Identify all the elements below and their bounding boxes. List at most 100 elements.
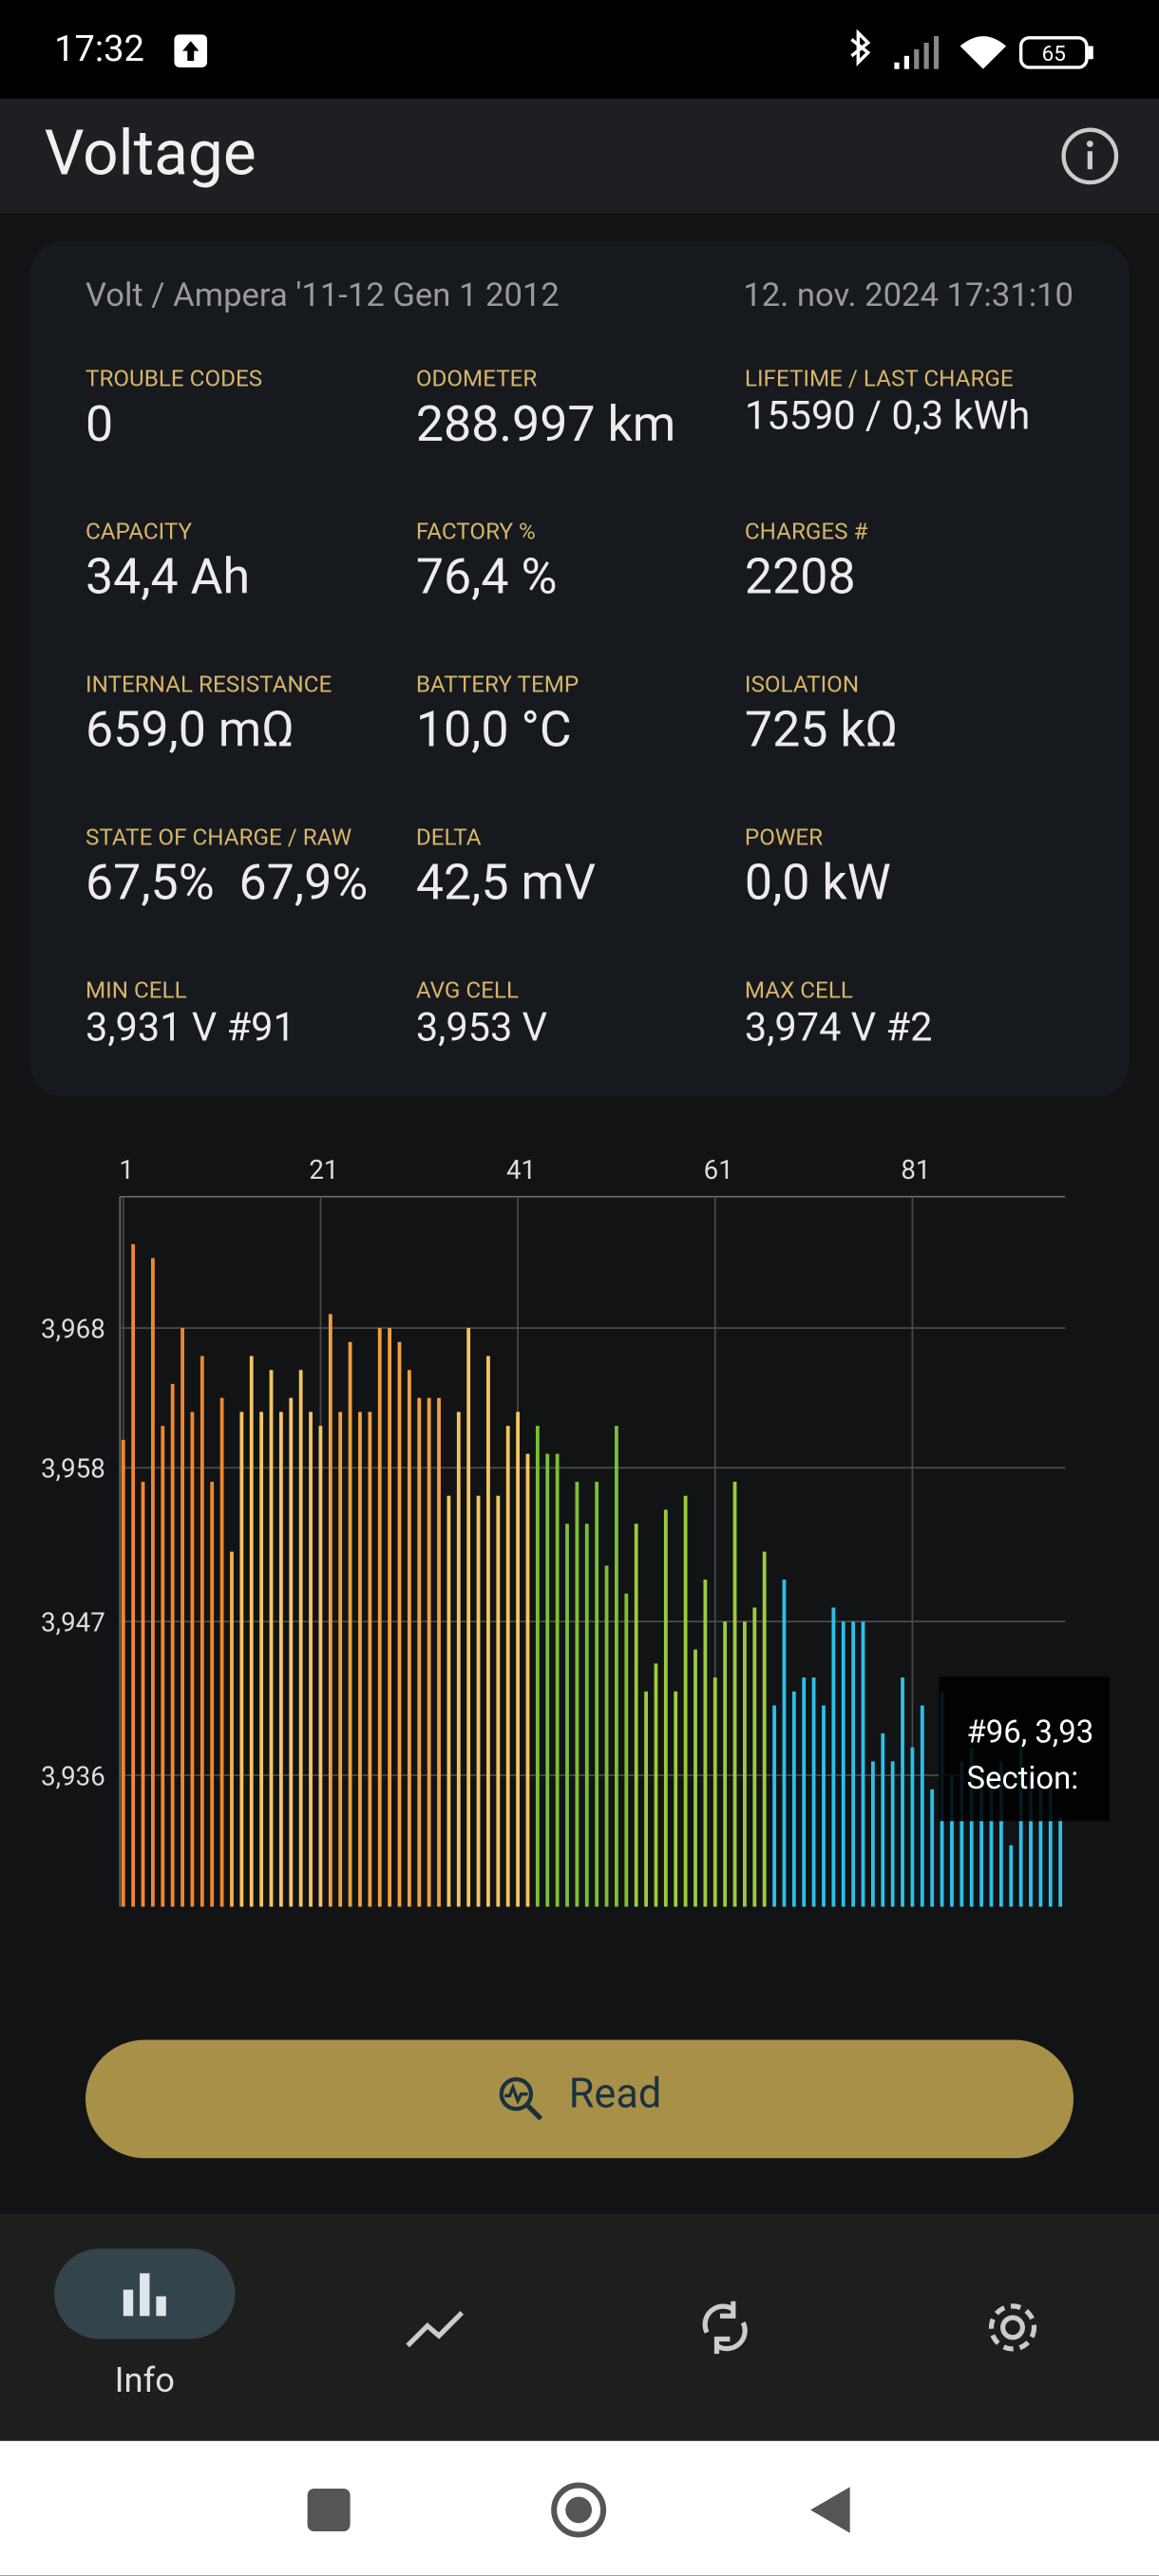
bar: [841, 1621, 846, 1907]
bar: [180, 1328, 184, 1907]
bar: [861, 1621, 865, 1907]
bar: [318, 1426, 323, 1907]
tooltip: #96, 3,93 Section:: [939, 1676, 1111, 1822]
bar: [298, 1370, 303, 1907]
bar: [604, 1565, 609, 1907]
metric-label: MAX CELL: [744, 977, 853, 1005]
bar: [249, 1355, 254, 1907]
bar: [881, 1733, 885, 1907]
settings-tab[interactable]: [981, 2297, 1044, 2359]
tooltip-line: #96, 3,93: [967, 1714, 1094, 1751]
bar: [851, 1621, 856, 1907]
x-tick-label: 1: [119, 1154, 134, 1185]
bar: [397, 1341, 402, 1907]
bar: [437, 1397, 441, 1907]
bar: [584, 1524, 589, 1907]
metric-label: CAPACITY: [85, 519, 193, 546]
bar: [476, 1495, 481, 1907]
bar: [565, 1524, 569, 1907]
bar: [427, 1397, 431, 1907]
metric-label: DELTA: [415, 824, 482, 852]
bar: [901, 1677, 904, 1907]
bar: [703, 1580, 708, 1907]
metric-label: FACTORY %: [415, 519, 536, 546]
x-tick-label: 61: [704, 1154, 733, 1185]
sync-tab[interactable]: [694, 2297, 756, 2359]
bar: [358, 1411, 362, 1907]
bar: [190, 1411, 195, 1907]
status-bar: 17:32 65: [0, 0, 1159, 99]
bar: [239, 1411, 244, 1907]
y-tick-label: 3,947: [41, 1607, 105, 1638]
bar-icon: [123, 2273, 166, 2317]
vehicle-name: Volt / Ampera '11-12 Gen 1 2012: [85, 274, 560, 314]
bar: [634, 1524, 638, 1907]
bar: [377, 1328, 382, 1907]
bar: [663, 1509, 668, 1907]
bar: [752, 1607, 757, 1907]
read-icon: [499, 2076, 543, 2121]
bar: [950, 1775, 954, 1907]
metric-value: 15590 / 0,3 kWh: [744, 392, 1031, 440]
bar: [1058, 1817, 1063, 1907]
bar: [309, 1411, 313, 1907]
bottom-nav: Info: [0, 2213, 1159, 2441]
metric-label: STATE OF CHARGE / RAW: [85, 824, 352, 852]
bar: [259, 1411, 264, 1907]
y-tick-label: 3,968: [41, 1314, 105, 1345]
bar: [289, 1397, 294, 1907]
bar: [278, 1411, 283, 1907]
bar: [743, 1621, 747, 1907]
timestamp: 12. nov. 2024 17:31:10: [743, 274, 1074, 314]
bar: [791, 1691, 796, 1907]
metric-value: 2208: [744, 548, 856, 607]
metric-value: 3,974 V #2: [744, 1004, 933, 1051]
bar: [802, 1677, 807, 1907]
bar: [930, 1789, 935, 1907]
bar: [683, 1495, 688, 1907]
status-icons: 65: [850, 29, 1093, 69]
metric-label: INTERNAL RESISTANCE: [85, 672, 332, 699]
bar: [989, 1775, 994, 1907]
metric-label: CHARGES #: [744, 519, 868, 546]
metric-label: LIFETIME / LAST CHARGE: [744, 366, 1014, 393]
bar: [644, 1691, 648, 1907]
clock: 17:32: [54, 29, 144, 71]
bar: [496, 1495, 501, 1907]
bar: [121, 1439, 125, 1907]
bar: [417, 1397, 422, 1907]
bar: [328, 1314, 332, 1907]
bar: [998, 1761, 1003, 1907]
bar: [694, 1649, 697, 1907]
y-tick-label: 3,936: [41, 1760, 105, 1791]
tooltip-line: Section:: [967, 1761, 1079, 1797]
system-nav: [0, 2440, 1159, 2576]
upload-icon: [174, 34, 208, 67]
bar: [230, 1551, 234, 1907]
bar: [811, 1677, 816, 1907]
bar: [920, 1705, 924, 1907]
metric-value: 67,5% 67,9%: [85, 854, 369, 913]
read-button[interactable]: Read: [85, 2039, 1074, 2159]
bar: [150, 1258, 155, 1907]
info-button[interactable]: [1060, 126, 1119, 185]
battery-level: 65: [1042, 42, 1066, 66]
bar: [762, 1551, 767, 1907]
bar: [575, 1482, 580, 1907]
bar: [822, 1705, 826, 1907]
bar: [407, 1370, 411, 1907]
bar: [960, 1761, 964, 1907]
bar: [368, 1411, 372, 1907]
bar: [723, 1621, 728, 1907]
trend-tab[interactable]: [403, 2300, 468, 2358]
metric-value: 10,0 °C: [415, 701, 572, 760]
info-tab[interactable]: [54, 2248, 236, 2339]
bar: [269, 1370, 274, 1907]
bar: [348, 1341, 352, 1907]
bar: [486, 1355, 490, 1907]
bar: [219, 1397, 224, 1907]
metric-value: 42,5 mV: [415, 854, 597, 913]
bar: [388, 1328, 392, 1907]
